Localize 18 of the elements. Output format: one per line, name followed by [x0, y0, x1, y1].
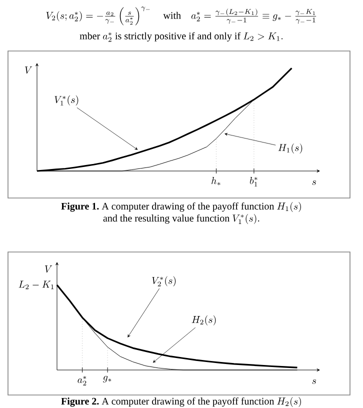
x-tick-label: $g_*$: [103, 376, 112, 382]
y-axis-title: $V$: [44, 266, 52, 273]
text: $\hbox{mber }a_2^*\hbox{ is strictly positive if and only if }L_2 > K_1.$: [80, 32, 283, 42]
text: $V_2(s;a_2^*) = -\frac{a_2}{\gamma_-}\left(\frac{s}{a_2^*}\right)^{\gamma_-} \quad\hbox{with}\quad a_2^* = \frac{\gamma_-(L_2-K_1)}{\gamma_- - 1} \equiv g_* - \frac{\gamma_- K_1}{\gamma_- - 1}$: [46, 6, 316, 26]
text: $\hbox{\bfseries Figure 1.}\ \hbox{A computer drawing of the payoff function }H_1(s)$: [61, 202, 301, 212]
annotation: $H_2(s)$: [192, 315, 216, 326]
text: $\hbox{\bfseries Figure 2.}\ \hbox{A computer drawing of the payoff function }H_2(s)$: [61, 396, 301, 408]
text: $L_2 - K_1$: [18, 280, 54, 290]
text: $\hbox{and the resulting value function }V_1^*(s).$: [103, 214, 260, 224]
x-axis-title: $s$: [312, 180, 316, 185]
x-tick-label: $b_1^*$: [250, 177, 258, 186]
annotation: $V_2^*(s)$: [152, 276, 176, 286]
y-axis-title: $V$: [24, 66, 32, 74]
annotation: $H_1(s)$: [278, 143, 302, 154]
x-tick-label: $h_*$: [212, 177, 220, 186]
x-tick-label: $a_2^*$: [78, 376, 86, 386]
x-axis-title: $s$: [312, 379, 316, 384]
annotation: $V_1^*(s)$: [54, 95, 78, 106]
